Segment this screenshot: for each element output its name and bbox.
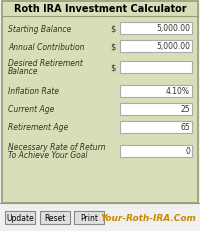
Text: 65: 65 bbox=[180, 123, 190, 132]
FancyBboxPatch shape bbox=[40, 211, 70, 224]
Text: Annual Contribution: Annual Contribution bbox=[8, 42, 84, 51]
FancyBboxPatch shape bbox=[120, 145, 192, 157]
Text: Update: Update bbox=[6, 213, 34, 222]
Text: 0: 0 bbox=[185, 147, 190, 156]
Text: Starting Balance: Starting Balance bbox=[8, 24, 71, 33]
FancyBboxPatch shape bbox=[0, 203, 200, 231]
Text: Roth IRA Investment Calculator: Roth IRA Investment Calculator bbox=[14, 4, 186, 14]
Text: Desired Retirement: Desired Retirement bbox=[8, 59, 83, 68]
FancyBboxPatch shape bbox=[120, 103, 192, 116]
Text: Print: Print bbox=[80, 213, 98, 222]
Text: 5,000.00: 5,000.00 bbox=[156, 24, 190, 33]
FancyBboxPatch shape bbox=[120, 23, 192, 35]
FancyBboxPatch shape bbox=[120, 62, 192, 74]
FancyBboxPatch shape bbox=[74, 211, 104, 224]
Text: 25: 25 bbox=[180, 105, 190, 114]
Text: $: $ bbox=[111, 42, 116, 51]
Text: Balance: Balance bbox=[8, 67, 38, 76]
FancyBboxPatch shape bbox=[120, 41, 192, 53]
Text: Inflation Rate: Inflation Rate bbox=[8, 87, 59, 96]
Text: To Achieve Your Goal: To Achieve Your Goal bbox=[8, 151, 88, 160]
Text: Current Age: Current Age bbox=[8, 105, 54, 114]
FancyBboxPatch shape bbox=[5, 211, 35, 224]
FancyBboxPatch shape bbox=[120, 122, 192, 134]
Text: $: $ bbox=[111, 24, 116, 33]
Text: Reset: Reset bbox=[44, 213, 66, 222]
Text: Retirement Age: Retirement Age bbox=[8, 123, 68, 132]
Text: Necessary Rate of Return: Necessary Rate of Return bbox=[8, 143, 106, 152]
FancyBboxPatch shape bbox=[120, 86, 192, 97]
FancyBboxPatch shape bbox=[2, 2, 198, 203]
Text: 4.10%: 4.10% bbox=[166, 87, 190, 96]
Text: 5,000.00: 5,000.00 bbox=[156, 42, 190, 51]
Text: $: $ bbox=[111, 63, 116, 72]
Text: Your-Roth-IRA.Com: Your-Roth-IRA.Com bbox=[100, 213, 196, 222]
